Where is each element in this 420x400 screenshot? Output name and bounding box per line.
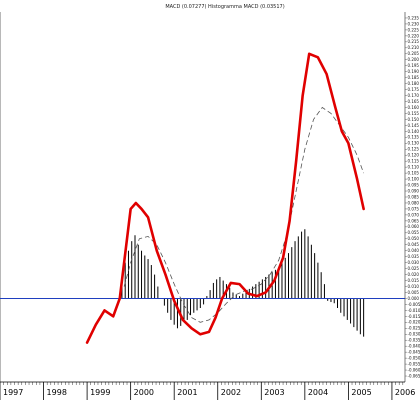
y-tick-label: 0.010 [408, 284, 420, 289]
y-tick-label: 0.015 [408, 278, 420, 283]
y-tick-label: -0.060 [408, 367, 420, 372]
y-tick-label: 0.090 [408, 188, 420, 193]
y-tick-label: -0.055 [408, 361, 420, 366]
x-year-label: 1998 [47, 388, 67, 397]
x-year-label: 2006 [395, 388, 415, 397]
y-tick-label: -0.010 [408, 308, 420, 313]
y-tick-label: 0.220 [408, 33, 420, 38]
macd-line [85, 52, 365, 344]
y-tick-label: 0.070 [408, 212, 420, 217]
y-tick-label: -0.005 [408, 302, 420, 307]
y-tick-label: 0.030 [408, 260, 420, 265]
y-tick-label: -0.040 [408, 344, 420, 349]
x-year-label: 2003 [264, 388, 284, 397]
y-tick-label: 0.190 [408, 69, 420, 74]
y-tick-label: 0.165 [408, 99, 420, 104]
y-tick-label: -0.050 [408, 356, 420, 361]
y-tick-label: 0.035 [408, 254, 420, 259]
y-tick-label: -0.025 [408, 326, 420, 331]
y-tick-label: 0.040 [408, 248, 420, 253]
y-tick-label: -0.045 [408, 350, 420, 355]
y-tick-label: 0.060 [408, 224, 420, 229]
y-tick-label: 0.200 [408, 57, 420, 62]
x-year-label: 2002 [221, 388, 241, 397]
y-tick-label: 0.065 [408, 218, 420, 223]
y-tick-label: -0.065 [408, 373, 420, 378]
y-tick-label: 0.215 [408, 39, 420, 44]
histogram-bars [121, 229, 365, 337]
y-tick-label: 0.105 [408, 171, 420, 176]
x-year-label: 1997 [3, 388, 23, 397]
y-tick-label: 0.025 [408, 266, 420, 271]
y-tick-label: 0.110 [408, 165, 420, 170]
y-tick-label: 0.175 [408, 87, 420, 92]
y-tick-label: 0.180 [408, 81, 420, 86]
x-year-label: 2001 [177, 388, 197, 397]
y-tick-label: 0.185 [408, 75, 420, 80]
y-tick-label: 0.195 [408, 63, 420, 68]
y-tick-label: 0.230 [408, 21, 420, 26]
y-tick-label: 0.125 [408, 147, 420, 152]
y-tick-label: 0.135 [408, 135, 420, 140]
y-tick-label: 0.095 [408, 182, 420, 187]
chart-title: MACD (0.07277) Histogramma MACD (0.03517… [165, 4, 284, 10]
y-tick-label: 0.170 [408, 93, 420, 98]
y-tick-label: 0.085 [408, 194, 420, 199]
x-year-label: 2000 [134, 388, 154, 397]
y-tick-label: 0.130 [408, 141, 420, 146]
y-tick-label: -0.035 [408, 338, 420, 343]
y-tick-label: -0.030 [408, 332, 420, 337]
y-tick-label: 0.210 [408, 45, 420, 50]
x-year-label: 2004 [308, 388, 328, 397]
y-tick-label: 0.150 [408, 117, 420, 122]
y-tick-label: 0.080 [408, 200, 420, 205]
y-tick-label: -0.015 [408, 314, 420, 319]
y-axis-ticks: 0.2350.2300.2250.2200.2150.2100.2050.200… [405, 15, 420, 378]
x-year-label: 1999 [90, 388, 110, 397]
y-tick-label: 0.235 [408, 15, 420, 20]
y-tick-label: 0.020 [408, 272, 420, 277]
y-tick-label: 0.115 [408, 159, 420, 164]
y-tick-label: 0.045 [408, 242, 420, 247]
y-tick-label: 0.075 [408, 206, 420, 211]
y-tick-label: 0.055 [408, 230, 420, 235]
y-tick-label: 0.000 [408, 296, 420, 301]
y-tick-label: 0.050 [408, 236, 420, 241]
y-tick-label: 0.155 [408, 111, 420, 116]
y-tick-label: 0.120 [408, 153, 420, 158]
y-tick-label: 0.205 [408, 51, 420, 56]
y-tick-label: 0.145 [408, 123, 420, 128]
y-tick-label: 0.140 [408, 129, 420, 134]
x-axis-ticks: 1997 1998 1999 2000 2001 2002 2003 2004 2005 2006 [0, 382, 415, 400]
x-year-label: 2005 [351, 388, 371, 397]
y-tick-label: 0.160 [408, 105, 420, 110]
y-tick-label: -0.020 [408, 320, 420, 325]
y-tick-label: 0.005 [408, 290, 420, 295]
y-tick-label: 0.100 [408, 176, 420, 181]
signal-line [123, 106, 365, 323]
y-tick-label: 0.225 [408, 27, 420, 32]
